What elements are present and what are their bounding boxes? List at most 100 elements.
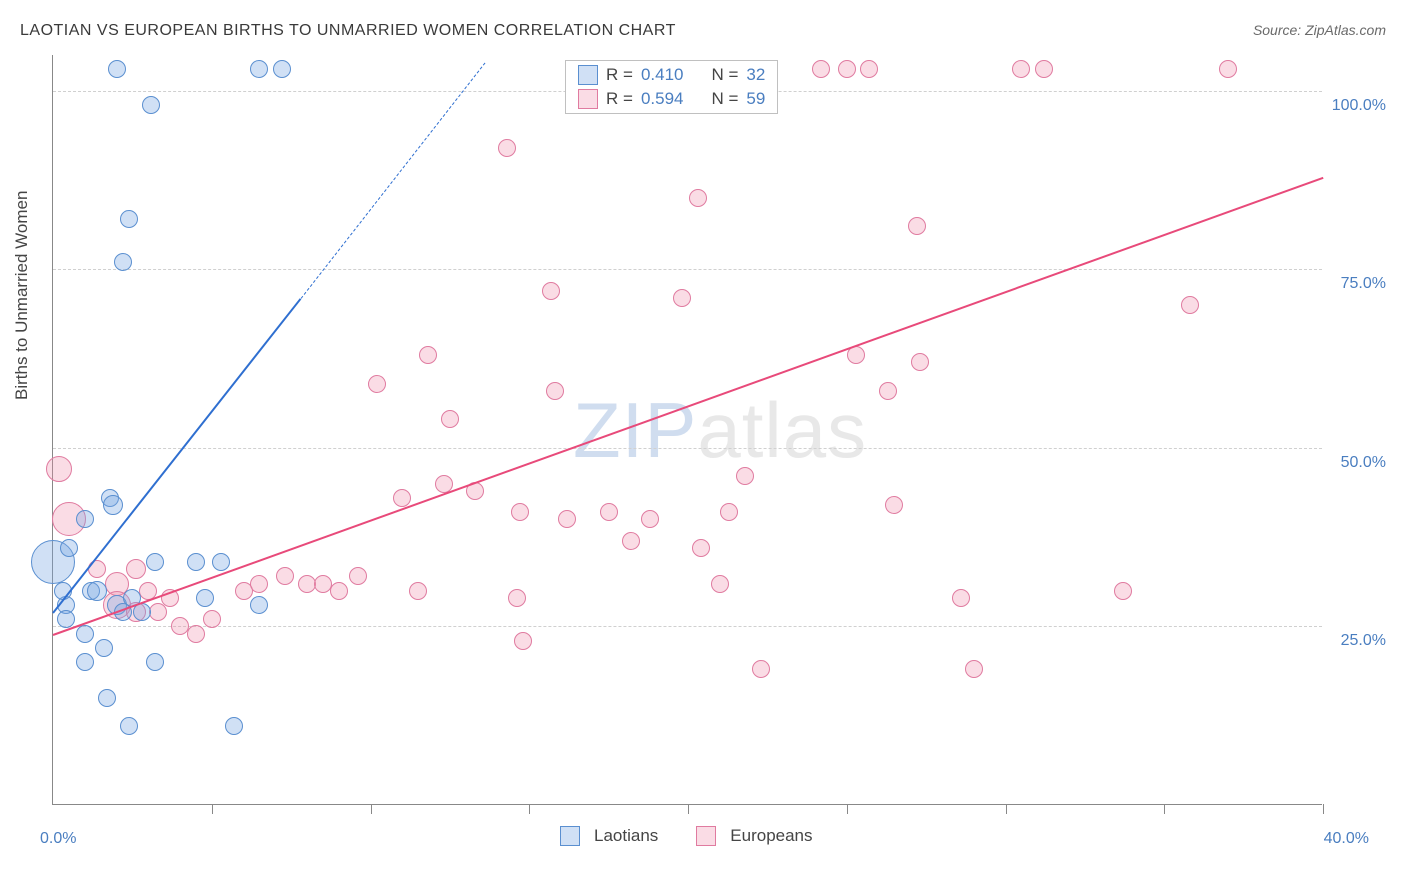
scatter-point-laotians bbox=[98, 689, 116, 707]
scatter-point-laotians bbox=[120, 717, 138, 735]
scatter-point-laotians bbox=[95, 639, 113, 657]
scatter-point-laotians bbox=[250, 60, 268, 78]
legend-top-row-2: R = 0.594 N = 59 bbox=[566, 87, 777, 111]
scatter-point-europeans bbox=[546, 382, 564, 400]
scatter-point-europeans bbox=[641, 510, 659, 528]
scatter-point-europeans bbox=[511, 503, 529, 521]
source-prefix: Source: bbox=[1253, 22, 1305, 38]
y-axis-tick-label: 25.0% bbox=[1341, 632, 1386, 650]
scatter-point-europeans bbox=[514, 632, 532, 650]
scatter-point-laotians bbox=[114, 253, 132, 271]
scatter-point-europeans bbox=[508, 589, 526, 607]
scatter-point-laotians bbox=[76, 510, 94, 528]
r-prefix-1: R = bbox=[606, 65, 633, 85]
scatter-point-laotians bbox=[108, 60, 126, 78]
scatter-point-europeans bbox=[441, 410, 459, 428]
x-axis-tick bbox=[1323, 804, 1324, 814]
scatter-point-europeans bbox=[600, 503, 618, 521]
legend-swatch-europeans bbox=[696, 826, 716, 846]
scatter-point-europeans bbox=[1012, 60, 1030, 78]
x-axis-tick bbox=[371, 804, 372, 814]
scatter-point-europeans bbox=[419, 346, 437, 364]
scatter-point-europeans bbox=[542, 282, 560, 300]
scatter-point-europeans bbox=[908, 217, 926, 235]
x-axis-min-label: 0.0% bbox=[40, 830, 76, 848]
scatter-point-europeans bbox=[203, 610, 221, 628]
scatter-point-europeans bbox=[330, 582, 348, 600]
scatter-point-laotians bbox=[103, 495, 123, 515]
scatter-point-europeans bbox=[46, 456, 72, 482]
scatter-point-europeans bbox=[812, 60, 830, 78]
gridline bbox=[53, 448, 1322, 449]
scatter-point-europeans bbox=[879, 382, 897, 400]
legend-top-row-1: R = 0.410 N = 32 bbox=[566, 63, 777, 87]
scatter-point-europeans bbox=[149, 603, 167, 621]
scatter-point-europeans bbox=[720, 503, 738, 521]
x-axis-tick bbox=[529, 804, 530, 814]
trendline bbox=[300, 62, 485, 298]
scatter-point-laotians bbox=[120, 210, 138, 228]
scatter-point-europeans bbox=[393, 489, 411, 507]
r-value-1: 0.410 bbox=[641, 65, 684, 85]
y-axis-tick-label: 100.0% bbox=[1332, 97, 1386, 115]
scatter-point-laotians bbox=[187, 553, 205, 571]
gridline bbox=[53, 269, 1322, 270]
chart-title: LAOTIAN VS EUROPEAN BIRTHS TO UNMARRIED … bbox=[20, 22, 676, 40]
y-axis-tick-label: 75.0% bbox=[1341, 275, 1386, 293]
legend-label-laotians: Laotians bbox=[594, 826, 658, 846]
scatter-point-laotians bbox=[76, 625, 94, 643]
scatter-point-laotians bbox=[57, 610, 75, 628]
scatter-point-europeans bbox=[838, 60, 856, 78]
scatter-point-europeans bbox=[276, 567, 294, 585]
watermark-bold: ZIP bbox=[573, 386, 697, 474]
watermark-light: atlas bbox=[697, 386, 867, 474]
scatter-point-europeans bbox=[1035, 60, 1053, 78]
scatter-point-europeans bbox=[752, 660, 770, 678]
scatter-point-europeans bbox=[673, 289, 691, 307]
scatter-point-europeans bbox=[498, 139, 516, 157]
legend-bottom: Laotians Europeans bbox=[560, 826, 813, 846]
legend-swatch-laotians bbox=[560, 826, 580, 846]
scatter-point-europeans bbox=[622, 532, 640, 550]
legend-label-europeans: Europeans bbox=[730, 826, 812, 846]
scatter-point-europeans bbox=[860, 60, 878, 78]
r-prefix-2: R = bbox=[606, 89, 633, 109]
x-axis-tick bbox=[688, 804, 689, 814]
n-prefix-1: N = bbox=[711, 65, 738, 85]
x-axis-max-label: 40.0% bbox=[1324, 830, 1369, 848]
r-value-2: 0.594 bbox=[641, 89, 684, 109]
n-value-1: 32 bbox=[746, 65, 765, 85]
scatter-point-europeans bbox=[885, 496, 903, 514]
scatter-point-laotians bbox=[142, 96, 160, 114]
x-axis-tick bbox=[1006, 804, 1007, 814]
scatter-point-europeans bbox=[126, 559, 146, 579]
legend-top: R = 0.410 N = 32 R = 0.594 N = 59 bbox=[565, 60, 778, 114]
scatter-point-laotians bbox=[146, 553, 164, 571]
scatter-point-laotians bbox=[250, 596, 268, 614]
plot-area: ZIPatlas 25.0%50.0%75.0%100.0% bbox=[52, 55, 1322, 805]
scatter-point-europeans bbox=[187, 625, 205, 643]
scatter-point-europeans bbox=[558, 510, 576, 528]
scatter-point-europeans bbox=[250, 575, 268, 593]
scatter-point-laotians bbox=[146, 653, 164, 671]
scatter-point-europeans bbox=[1181, 296, 1199, 314]
scatter-point-europeans bbox=[911, 353, 929, 371]
scatter-point-laotians bbox=[76, 653, 94, 671]
scatter-point-europeans bbox=[1114, 582, 1132, 600]
gridline bbox=[53, 626, 1322, 627]
legend-top-swatch-2 bbox=[578, 89, 598, 109]
scatter-point-europeans bbox=[409, 582, 427, 600]
scatter-point-europeans bbox=[689, 189, 707, 207]
scatter-point-europeans bbox=[736, 467, 754, 485]
scatter-point-europeans bbox=[965, 660, 983, 678]
x-axis-tick bbox=[1164, 804, 1165, 814]
scatter-point-europeans bbox=[692, 539, 710, 557]
scatter-point-europeans bbox=[952, 589, 970, 607]
x-axis-tick bbox=[847, 804, 848, 814]
scatter-point-laotians bbox=[225, 717, 243, 735]
y-axis-label: Births to Unmarried Women bbox=[12, 191, 32, 400]
x-axis-tick bbox=[212, 804, 213, 814]
scatter-point-europeans bbox=[368, 375, 386, 393]
scatter-point-laotians bbox=[60, 539, 78, 557]
trendline bbox=[53, 176, 1324, 635]
